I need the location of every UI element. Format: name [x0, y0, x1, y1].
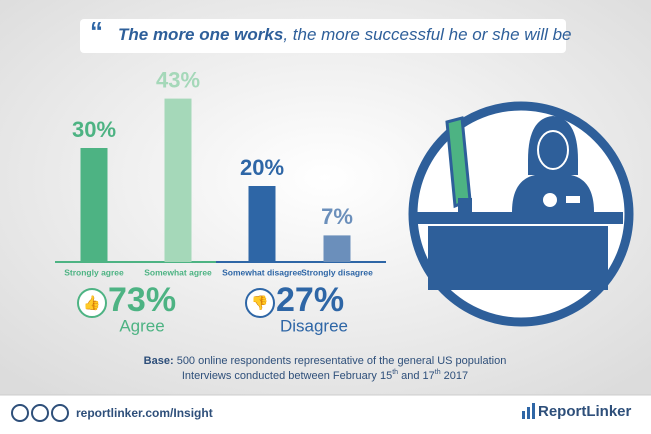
- footer-link[interactable]: reportlinker.com/Insight: [76, 406, 213, 420]
- value-label: 20%: [240, 155, 284, 180]
- base-part: Interviews conducted between February 15: [182, 370, 392, 382]
- base-part: 2017: [441, 370, 469, 382]
- value-label: 7%: [321, 204, 353, 229]
- thumbs-up-icon: [77, 288, 107, 318]
- bar: [80, 148, 108, 262]
- disagree-label: Disagree: [280, 316, 348, 335]
- category-label: Somewhat disagree: [222, 267, 302, 277]
- category-label: Strongly agree: [64, 267, 124, 277]
- category-label: Somewhat agree: [144, 267, 212, 277]
- base-sup: th: [392, 369, 398, 376]
- quote-mark: “: [90, 16, 103, 46]
- license-icons: [11, 404, 69, 422]
- disagree-percent: 27%: [276, 281, 344, 319]
- base-note: Base: 500 online respondents representat…: [144, 355, 507, 367]
- footer-bar: [0, 395, 651, 434]
- bar: [323, 235, 351, 262]
- base-bold: Base:: [144, 355, 174, 367]
- thumbs-down-glyph: 👎: [251, 295, 268, 312]
- base-part: and 17: [398, 370, 435, 382]
- quote: The more one works, the more successful …: [118, 25, 572, 44]
- thumbs-up-glyph: 👍: [83, 295, 100, 312]
- thumbs-down-icon: [245, 288, 275, 318]
- value-label: 30%: [72, 117, 116, 142]
- base-text: 500 online respondents representative of…: [174, 355, 507, 367]
- base-sup: th: [435, 369, 441, 376]
- base-dates: Interviews conducted between February 15…: [182, 369, 468, 382]
- value-label: 43%: [156, 67, 200, 92]
- brand: ReportLinker: [538, 403, 632, 420]
- bar: [248, 186, 276, 262]
- brand-logo: [522, 403, 535, 419]
- quote-box: [80, 19, 566, 53]
- agree-percent: 73%: [108, 281, 176, 319]
- illustration: [408, 101, 634, 327]
- agree-label: Agree: [119, 316, 164, 335]
- category-label: Strongly disagree: [301, 267, 373, 277]
- bar: [164, 98, 192, 262]
- quote-rest: , the more successful he or she will be: [283, 25, 571, 44]
- quote-bold: The more one works: [118, 25, 283, 44]
